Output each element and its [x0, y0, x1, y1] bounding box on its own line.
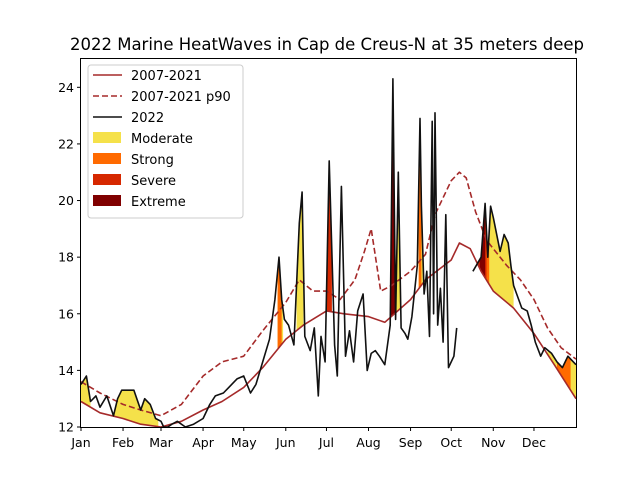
x-tick-label: Jul — [318, 435, 334, 450]
legend: 2007-2021 2007-2021 p90 2022 Moderate Strong… — [87, 64, 244, 219]
x-tick-label: Aug — [356, 435, 380, 450]
chart-title: 2022 Marine HeatWaves in Cap de Creus-N … — [70, 35, 584, 54]
legend-swatch-patch — [93, 132, 121, 143]
legend-label: Extreme — [131, 195, 186, 210]
legend-label: Severe — [131, 174, 176, 189]
heatwave-fill-severe — [326, 160, 332, 312]
legend-label: 2007-2021 p90 — [131, 90, 231, 105]
heatwave-fill-strong — [557, 356, 571, 391]
legend-label: Moderate — [131, 132, 193, 147]
legend-swatch-patch — [93, 195, 121, 206]
x-tick-label: Nov — [481, 435, 506, 450]
series-line-2022 — [472, 202, 577, 369]
legend-label: Strong — [131, 153, 174, 168]
x-tick-label: Apr — [192, 435, 214, 450]
legend-swatch-patch — [93, 153, 121, 164]
series-lines — [80, 78, 577, 428]
x-tick-label: Dec — [522, 435, 546, 450]
heatwave-fill-moderate — [112, 390, 159, 427]
legend-label: 2022 — [131, 111, 164, 126]
heatwave-fill-moderate — [296, 192, 304, 331]
x-axis: Jan Feb Mar Apr May Jun Jul Aug Sep Oct Nov Dec — [70, 427, 546, 450]
legend-label: 2007-2021 — [131, 69, 202, 84]
x-tick-label: Oct — [440, 435, 462, 450]
legend-box — [87, 64, 244, 219]
x-tick-label: Jan — [70, 435, 90, 450]
x-tick-label: Feb — [112, 435, 134, 450]
x-tick-label: May — [231, 435, 257, 450]
plot-area — [80, 58, 577, 428]
y-tick-label: 18 — [58, 250, 74, 265]
y-axis: 12 14 16 18 20 22 24 — [58, 80, 81, 435]
y-tick-label: 12 — [58, 420, 74, 435]
series-line-2022 — [80, 78, 458, 428]
heatwave-fill-moderate — [470, 203, 514, 309]
y-tick-label: 16 — [58, 306, 74, 321]
y-tick-label: 22 — [58, 136, 74, 151]
y-tick-label: 14 — [58, 363, 74, 378]
y-tick-label: 20 — [58, 193, 74, 208]
y-tick-label: 24 — [58, 80, 74, 95]
x-tick-label: Mar — [149, 435, 173, 450]
heatwave-fill-strong — [277, 257, 282, 350]
x-tick-label: Sep — [399, 435, 423, 450]
x-tick-label: Jun — [275, 435, 296, 450]
legend-swatch-patch — [93, 174, 121, 185]
